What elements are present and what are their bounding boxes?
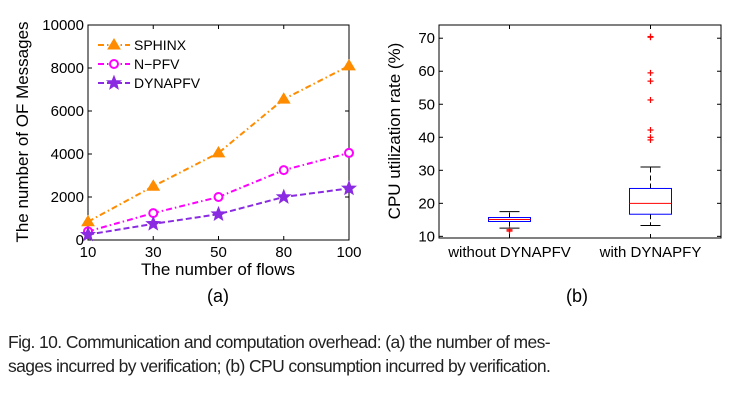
data-point-marker [79,226,97,242]
y-tick-label: 10 [418,228,435,245]
caption-line-2: sages incurred by verification; (b) CPU … [8,356,551,376]
series-sphinx [81,58,356,227]
data-point-marker [146,179,161,191]
panel-a-x-ticks: 10 30 50 80 100 [80,25,362,261]
outlier-marker [647,136,654,143]
figure-caption: Fig. 10. Communication and computation o… [8,330,748,378]
y-tick-label: 40 [418,129,435,146]
legend-marker [105,74,123,90]
data-point-marker [81,214,95,227]
series-dynapfv [79,180,358,242]
series-line [87,151,350,233]
data-point-marker [278,165,289,176]
data-point-marker [210,205,227,222]
data-point-marker [276,92,291,104]
x-tick-label: with DYNAPFY [599,244,702,261]
caption-line-1: Fig. 10. Communication and computation o… [8,332,551,352]
panel-b-box-plot: 10 20 30 40 50 60 70 without DYNAPFV with DYNAP… [385,24,722,306]
data-point-marker [340,180,358,196]
panel-a-x-axis-label: The number of flows [141,260,295,279]
y-tick-label: 6000 [51,103,84,120]
x-tick-label: 30 [145,244,162,261]
legend-label: SPHINX [134,37,187,53]
legend-entry: DYNAPFV [98,74,201,91]
outlier-marker [647,96,654,103]
panel-b-y-axis-label: CPU utilization rate (%) [385,43,404,220]
panel-a-y-axis-label: The number of OF Messages [13,21,32,242]
outlier-marker [647,78,654,85]
y-tick-label: 10000 [42,17,84,34]
outlier-marker [647,34,654,41]
panel-b-axes-box [438,24,722,239]
outlier-marker [647,127,654,134]
panel-b-y-ticks: 10 20 30 40 50 60 70 [418,30,721,245]
panel-b-sublabel: (b) [566,286,588,306]
x-tick-label: 100 [336,244,361,261]
box-iqr [629,187,672,215]
legend-entry: N−PFV [98,56,180,72]
x-tick-label: 50 [210,244,227,261]
outlier-marker [506,228,513,235]
panel-b-boxes [488,33,672,235]
y-tick-label: 4000 [51,146,84,163]
legend-marker [109,59,119,69]
series-npfv [83,147,354,237]
data-point-marker [145,215,162,231]
x-tick-label: 10 [80,244,97,261]
y-tick-label: 50 [418,96,435,113]
box-with [629,33,672,226]
data-point-marker [213,192,224,202]
y-tick-label: 60 [418,63,435,80]
box-without [488,211,531,235]
panel-a-series [79,58,358,242]
series-line [87,64,350,223]
data-point-marker [211,145,226,158]
outlier-marker [647,69,654,76]
panel-a-y-ticks: 0 2000 4000 6000 8000 10000 [42,17,349,249]
legend-label: N−PFV [134,56,180,72]
legend-marker [107,38,121,50]
series-line [87,187,350,236]
y-tick-label: 0 [76,232,84,249]
x-tick-label: without DYNAPFV [447,244,571,261]
x-tick-label: 80 [275,244,292,261]
y-tick-label: 20 [418,195,435,212]
y-tick-label: 70 [418,30,435,47]
panel-a-legend: SPHINX N−PFV DYNAPFV [98,37,201,91]
panel-a-sublabel: (a) [207,286,229,306]
y-tick-label: 8000 [51,60,84,77]
data-point-marker [275,188,292,204]
data-point-marker [342,58,356,71]
y-tick-label: 2000 [51,189,84,206]
legend-label: DYNAPFV [134,75,201,91]
data-point-marker [344,147,354,158]
panel-a-line-chart: 0 2000 4000 6000 8000 10000 10 30 50 80 100 SPHIN… [13,17,362,306]
y-tick-label: 30 [418,162,435,179]
panel-b-x-ticks: without DYNAPFV with DYNAPFY [447,25,701,261]
legend-entry: SPHINX [98,37,187,53]
